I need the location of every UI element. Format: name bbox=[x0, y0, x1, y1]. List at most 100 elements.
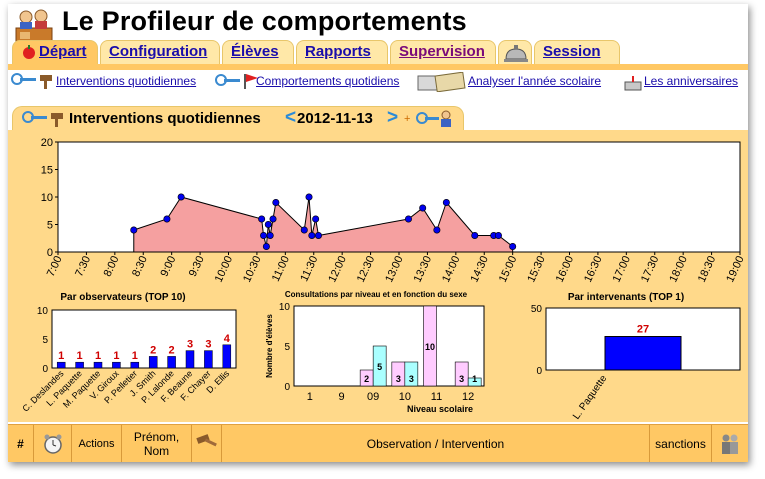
x-tick-label: 11:00 bbox=[270, 254, 292, 283]
tab-rapports[interactable]: Rapports bbox=[296, 40, 388, 64]
tab-bell[interactable] bbox=[498, 40, 532, 64]
tab-label: Session bbox=[543, 43, 601, 60]
column-time[interactable] bbox=[34, 425, 72, 462]
bar-value-label: 2 bbox=[364, 374, 369, 384]
add-intervention-plus[interactable]: + bbox=[404, 113, 411, 125]
sub-navigation: Interventions quotidiennes Comportements… bbox=[8, 70, 748, 94]
x-tick-label: 19:00 bbox=[724, 254, 747, 284]
bar-value-label: 10 bbox=[425, 342, 435, 352]
next-day-button[interactable]: > bbox=[387, 107, 399, 128]
tab-supervision[interactable]: Supervision bbox=[390, 40, 496, 64]
tab-session[interactable]: Session bbox=[534, 40, 620, 64]
data-point bbox=[272, 199, 280, 207]
tab-eleves[interactable]: Élèves bbox=[222, 40, 294, 64]
bar bbox=[467, 377, 482, 387]
x-tick-label: 9:00 bbox=[158, 254, 178, 278]
bar-value-label: 1 bbox=[472, 374, 477, 384]
bar bbox=[130, 361, 140, 369]
data-point bbox=[163, 215, 171, 223]
x-tick-label: 10:30 bbox=[241, 254, 264, 284]
bar bbox=[204, 350, 213, 369]
data-point bbox=[494, 232, 502, 240]
bar-value-label: 1 bbox=[58, 350, 64, 362]
data-point bbox=[130, 226, 138, 234]
bar bbox=[75, 361, 84, 369]
bar-value-label: 3 bbox=[205, 339, 211, 351]
tab-label: Configuration bbox=[109, 43, 208, 60]
tab-depart[interactable]: Départ bbox=[12, 40, 98, 64]
summary-charts-panel: Par observateurs (TOP 10) 0 5 10 1 C. Desland… bbox=[8, 286, 748, 422]
interventions-table-header: # Actions Prénom, Nom Observation / Inte… bbox=[8, 424, 748, 462]
x-tick-label: 9:30 bbox=[187, 254, 207, 278]
main-tabs: Départ Configuration Élèves Rapports Sup… bbox=[8, 40, 748, 64]
x-tick-label: 15:00 bbox=[497, 254, 520, 284]
x-tick-label: 12:00 bbox=[326, 254, 349, 284]
keys-flag-icon bbox=[215, 74, 258, 89]
bar-value-label: 1 bbox=[113, 350, 119, 362]
data-point bbox=[471, 232, 479, 240]
y-tick-label: 50 bbox=[531, 304, 543, 315]
app-title: Le Profileur de comportements bbox=[62, 6, 467, 36]
x-tick-label: 11 bbox=[431, 391, 442, 403]
subnav-interventions-quotidiennes[interactable]: Interventions quotidiennes bbox=[56, 74, 197, 88]
chart-title: Par observateurs (TOP 10) bbox=[60, 292, 185, 303]
bar bbox=[454, 361, 469, 387]
y-tick-label: 0 bbox=[42, 364, 48, 375]
x-axis-label: Niveau scolaire bbox=[407, 404, 473, 414]
birthday-cake-icon bbox=[624, 76, 642, 91]
data-point bbox=[312, 215, 320, 223]
bar-value-label: 3 bbox=[396, 374, 401, 384]
previous-day-button[interactable]: < bbox=[285, 107, 297, 128]
x-tick-label: 17:00 bbox=[611, 254, 634, 284]
subnav-comportements-quotidiens[interactable]: Comportements quotidiens bbox=[256, 74, 400, 88]
data-point bbox=[442, 199, 450, 207]
y-tick-label: 20 bbox=[41, 137, 53, 149]
data-point bbox=[509, 243, 517, 251]
column-people[interactable] bbox=[712, 425, 748, 462]
data-point bbox=[260, 232, 268, 240]
x-tick-label: 16:30 bbox=[582, 254, 605, 284]
column-prenom-nom[interactable]: Prénom, Nom bbox=[122, 425, 192, 462]
intervenants-chart: Par intervenants (TOP 1) 0 50 27 L. Paquette bbox=[531, 292, 741, 422]
tab-configuration[interactable]: Configuration bbox=[100, 40, 220, 64]
bar-value-label: 27 bbox=[637, 324, 649, 336]
data-point bbox=[314, 232, 322, 240]
levels-chart: Consultations par niveau et en fonction … bbox=[265, 290, 485, 414]
x-tick-label: 13:00 bbox=[383, 254, 406, 284]
column-observation-intervention[interactable]: Observation / Intervention bbox=[222, 425, 650, 462]
profiler-logo-icon bbox=[15, 9, 53, 43]
bar bbox=[93, 361, 103, 369]
x-tick-label: 10 bbox=[399, 391, 411, 403]
column-gavel[interactable] bbox=[192, 425, 222, 462]
section-title: Interventions quotidiennes bbox=[69, 110, 261, 127]
x-tick-label: 1 bbox=[307, 391, 313, 403]
column-sanctions[interactable]: sanctions bbox=[650, 425, 712, 462]
x-tick-label: 16:00 bbox=[554, 254, 577, 284]
x-tick-label: 7:30 bbox=[73, 254, 93, 278]
data-point bbox=[266, 232, 274, 240]
y-tick-label: 5 bbox=[47, 220, 53, 232]
subnav-les-anniversaires[interactable]: Les anniversaires bbox=[644, 74, 739, 88]
subnav-analyser-annee-scolaire[interactable]: Analyser l'année scolaire bbox=[468, 74, 602, 88]
gavel-icon bbox=[195, 434, 217, 447]
bar-value-label: 1 bbox=[132, 350, 138, 362]
alarm-clock-icon bbox=[43, 434, 62, 454]
keys-person-icon[interactable] bbox=[415, 110, 455, 128]
tab-label: Départ bbox=[39, 43, 87, 60]
bar-value-label: 5 bbox=[377, 362, 382, 372]
column-actions[interactable]: Actions bbox=[72, 425, 122, 462]
column-number[interactable]: # bbox=[8, 425, 34, 462]
bar-value-label: 1 bbox=[95, 350, 101, 362]
x-tick-label: L. Paquette bbox=[571, 373, 610, 422]
x-tick-label: 12 bbox=[462, 391, 474, 403]
bar-value-label: 2 bbox=[150, 344, 156, 356]
data-point bbox=[269, 215, 277, 223]
data-point bbox=[433, 226, 441, 234]
data-point bbox=[305, 193, 313, 201]
section-date[interactable]: 2012-11-13 bbox=[297, 110, 373, 127]
data-point bbox=[308, 232, 316, 240]
keys-gavel-icon bbox=[22, 111, 63, 127]
y-tick-label: 0 bbox=[47, 247, 53, 259]
